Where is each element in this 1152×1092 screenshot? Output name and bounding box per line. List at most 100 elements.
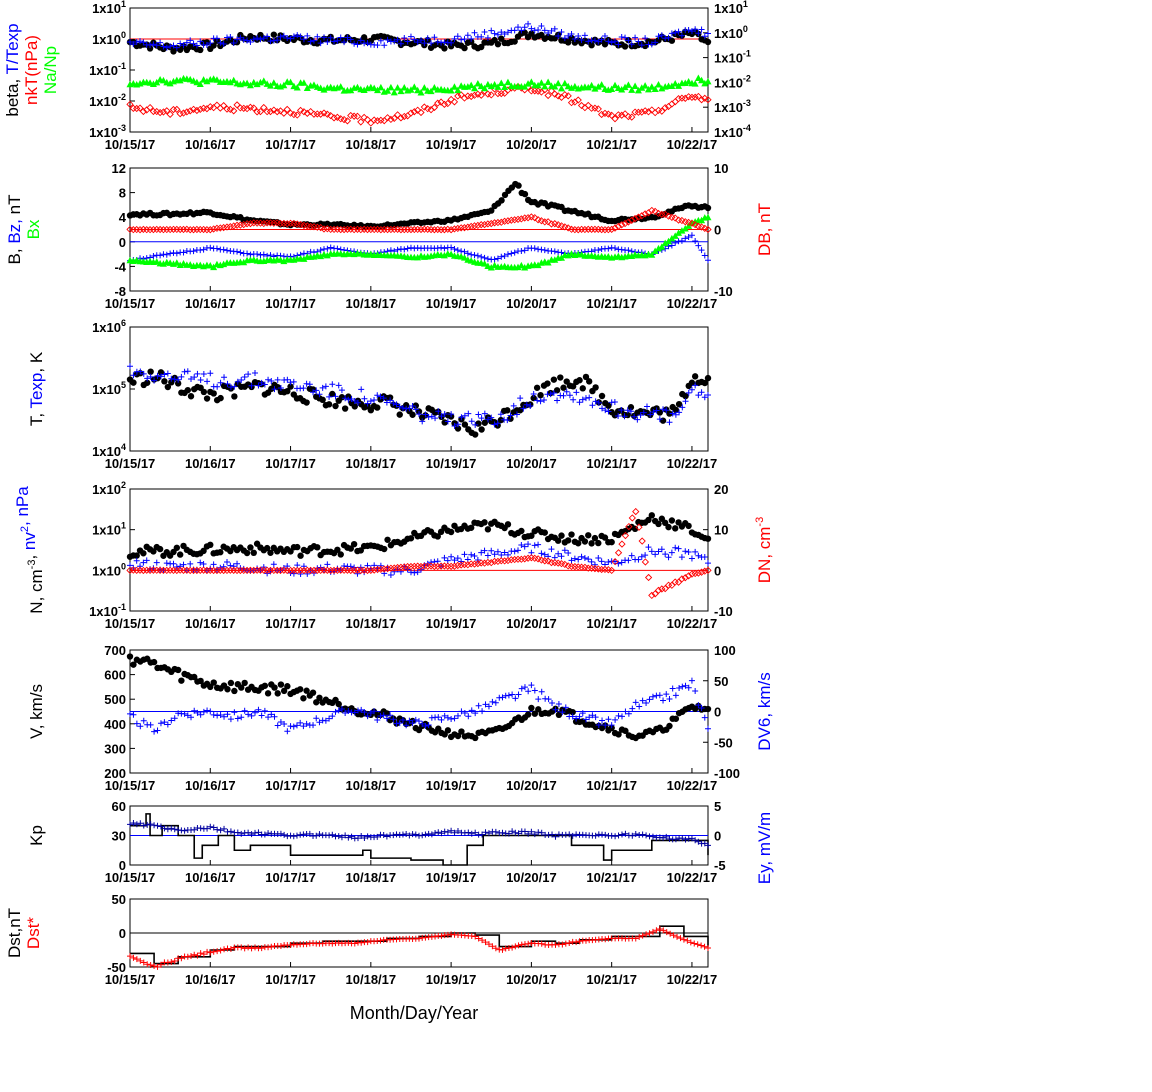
data-point bbox=[127, 363, 133, 370]
data-point bbox=[566, 831, 573, 838]
data-point bbox=[555, 33, 562, 40]
data-point bbox=[541, 27, 548, 34]
data-point bbox=[548, 27, 555, 34]
series-dst- bbox=[127, 926, 711, 970]
data-point bbox=[581, 538, 589, 545]
data-point bbox=[184, 712, 191, 719]
data-point bbox=[137, 820, 144, 827]
data-point bbox=[685, 684, 692, 691]
data-point bbox=[380, 712, 387, 719]
data-point bbox=[332, 708, 339, 715]
data-point bbox=[417, 108, 425, 117]
data-point bbox=[171, 826, 178, 833]
data-point bbox=[685, 389, 692, 396]
y-tick-label-left: 1x100 bbox=[92, 30, 126, 47]
data-point bbox=[527, 78, 535, 85]
y-tick-label-right: -10 bbox=[714, 604, 733, 619]
data-point bbox=[407, 244, 414, 251]
data-point bbox=[672, 406, 680, 414]
data-point bbox=[428, 40, 435, 47]
data-point bbox=[688, 28, 695, 35]
data-point bbox=[704, 566, 712, 574]
data-point bbox=[438, 932, 445, 939]
data-point bbox=[265, 376, 272, 383]
data-point bbox=[326, 393, 333, 400]
data-point bbox=[176, 76, 184, 84]
series-n bbox=[126, 512, 712, 560]
data-point bbox=[652, 551, 659, 558]
data-point bbox=[133, 720, 140, 727]
data-point bbox=[478, 426, 485, 433]
data-point bbox=[326, 832, 333, 839]
data-point bbox=[297, 719, 304, 726]
data-point bbox=[416, 411, 422, 418]
data-point bbox=[501, 252, 508, 259]
data-point bbox=[150, 253, 157, 260]
data-point bbox=[612, 833, 619, 840]
data-point bbox=[682, 548, 689, 555]
data-point bbox=[230, 39, 237, 46]
data-point bbox=[146, 566, 154, 574]
data-point bbox=[675, 400, 683, 408]
data-point bbox=[648, 512, 656, 519]
data-point bbox=[294, 543, 301, 551]
data-point bbox=[704, 38, 712, 46]
data-point bbox=[642, 35, 649, 42]
data-point bbox=[287, 941, 294, 948]
data-point bbox=[171, 958, 178, 965]
x-tick-label: 10/19/17 bbox=[426, 137, 477, 152]
data-point bbox=[663, 929, 670, 936]
data-point bbox=[207, 541, 214, 549]
data-point bbox=[499, 694, 506, 701]
data-point bbox=[420, 84, 428, 91]
data-point bbox=[248, 382, 255, 389]
data-point bbox=[488, 414, 495, 421]
data-point bbox=[524, 214, 532, 222]
data-point bbox=[571, 555, 578, 562]
data-point bbox=[428, 831, 435, 838]
data-point bbox=[598, 558, 605, 565]
x-tick-label: 10/22/17 bbox=[667, 616, 718, 631]
data-point bbox=[591, 561, 598, 568]
data-point bbox=[266, 107, 275, 116]
data-point bbox=[167, 43, 174, 50]
data-point bbox=[345, 834, 352, 841]
y-axis-label: N, cm-3, nv2, nPa bbox=[13, 486, 46, 614]
data-point bbox=[194, 370, 201, 377]
data-point bbox=[214, 948, 221, 955]
data-point bbox=[329, 831, 336, 838]
data-point bbox=[217, 394, 224, 402]
data-point bbox=[261, 381, 268, 388]
data-point bbox=[448, 553, 455, 560]
data-point bbox=[227, 679, 235, 687]
data-point bbox=[518, 248, 525, 255]
data-point bbox=[238, 944, 245, 951]
data-point bbox=[521, 828, 528, 835]
x-tick-label: 10/21/17 bbox=[586, 137, 637, 152]
data-point bbox=[576, 377, 583, 384]
y-tick-label-left: 1x100 bbox=[92, 561, 126, 578]
data-point bbox=[554, 92, 562, 100]
x-tick-label: 10/22/17 bbox=[667, 456, 718, 471]
data-point bbox=[653, 927, 660, 934]
data-point bbox=[468, 551, 475, 558]
data-point bbox=[494, 420, 501, 427]
data-point bbox=[238, 714, 245, 721]
data-point bbox=[417, 225, 425, 234]
data-point bbox=[521, 29, 528, 36]
data-point bbox=[207, 823, 214, 830]
data-point bbox=[688, 386, 695, 393]
data-point bbox=[638, 553, 645, 560]
data-point bbox=[277, 942, 284, 949]
data-point bbox=[383, 833, 390, 840]
y-axis-label-part: Bx bbox=[24, 219, 43, 239]
x-tick-label: 10/16/17 bbox=[185, 870, 236, 885]
data-point bbox=[608, 722, 615, 729]
data-point bbox=[380, 565, 388, 573]
y-tick-label-right: 1x100 bbox=[714, 24, 748, 41]
data-point bbox=[203, 77, 211, 85]
data-point bbox=[481, 29, 488, 36]
data-point bbox=[173, 105, 181, 114]
data-point bbox=[252, 369, 259, 376]
data-point bbox=[354, 707, 361, 714]
